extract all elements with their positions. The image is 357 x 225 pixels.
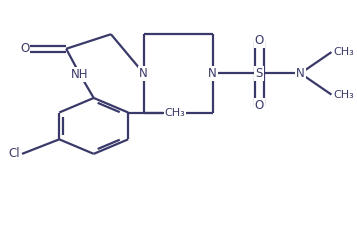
Text: CH₃: CH₃	[333, 47, 354, 57]
Text: O: O	[255, 99, 264, 112]
Text: N: N	[296, 67, 305, 80]
Text: NH: NH	[71, 68, 89, 81]
Text: CH₃: CH₃	[333, 90, 354, 100]
Text: Cl: Cl	[9, 147, 20, 160]
Text: O: O	[20, 42, 29, 55]
Text: S: S	[255, 67, 263, 80]
Text: O: O	[255, 34, 264, 47]
Text: N: N	[139, 67, 148, 80]
Text: CH₃: CH₃	[164, 108, 185, 117]
Text: N: N	[208, 67, 217, 80]
